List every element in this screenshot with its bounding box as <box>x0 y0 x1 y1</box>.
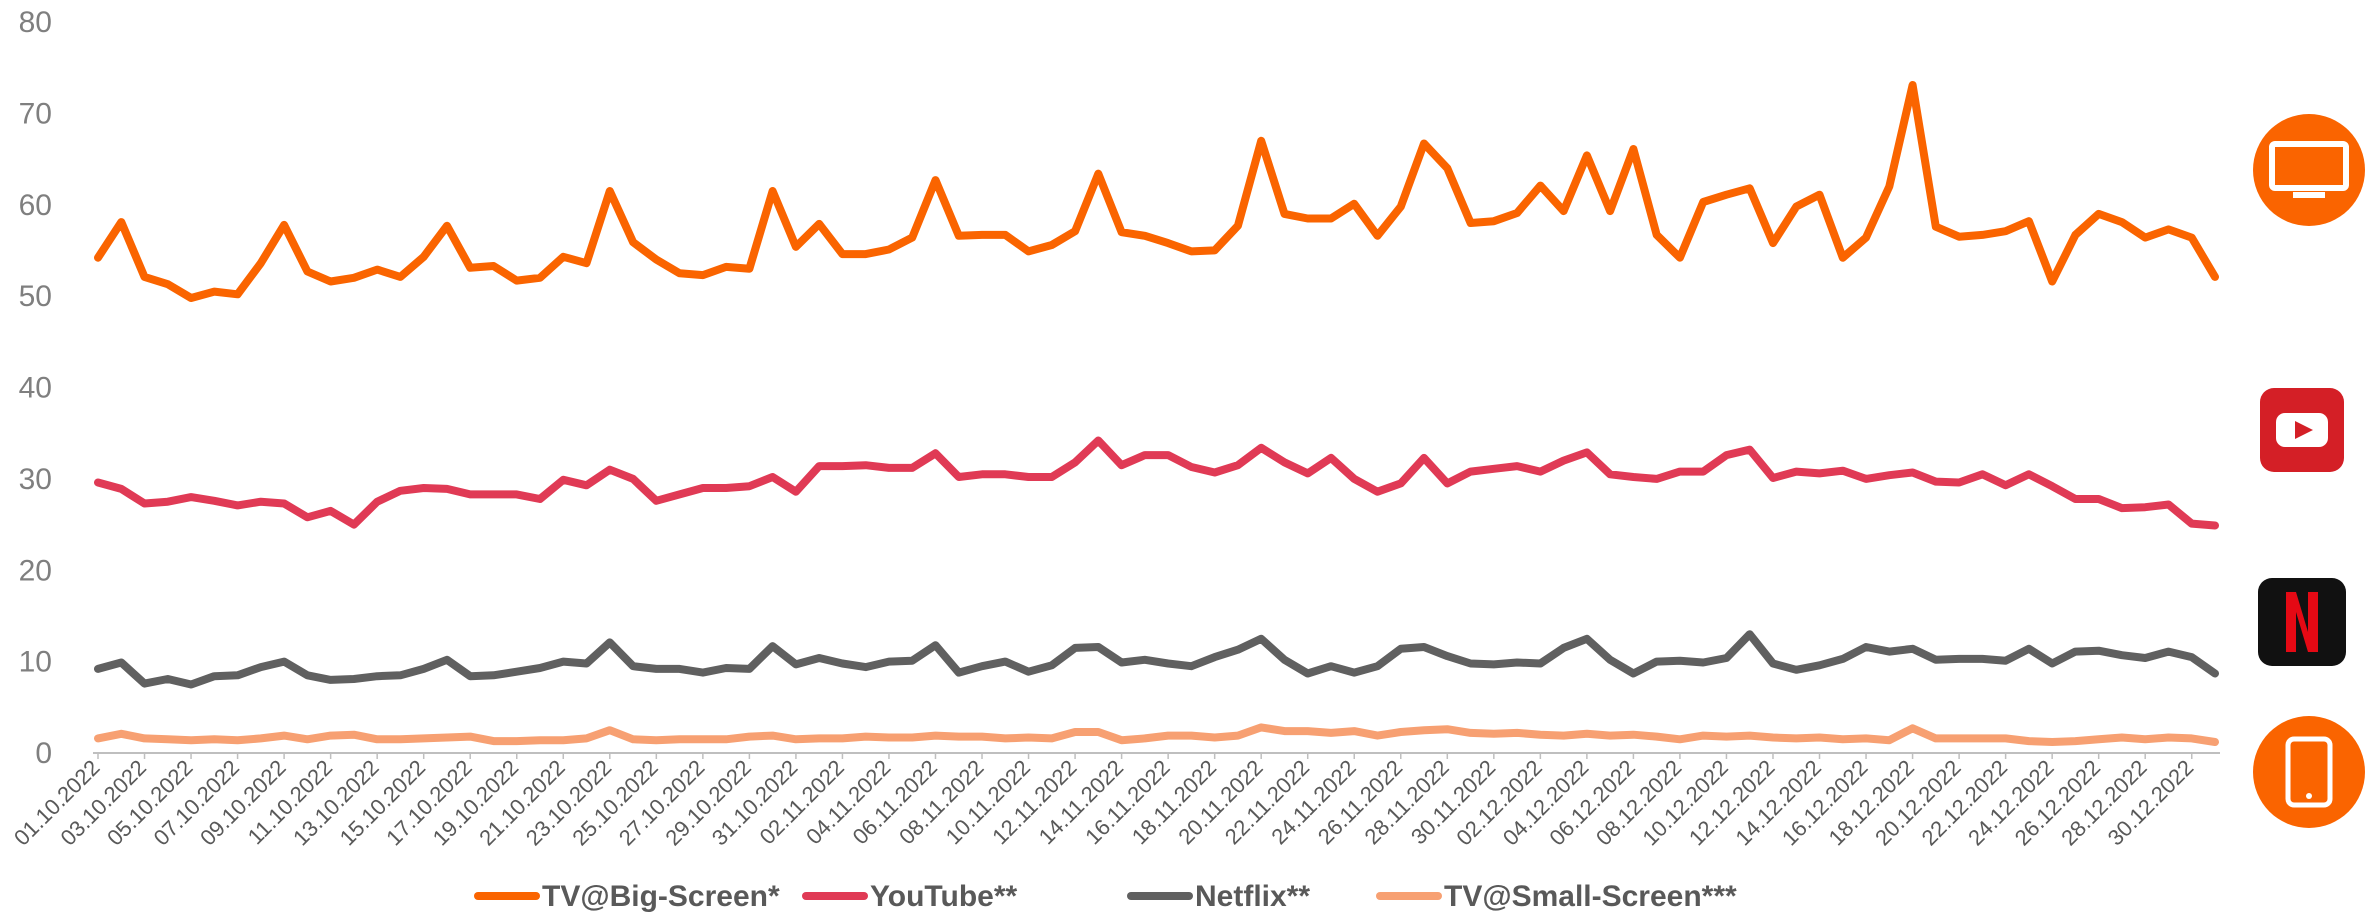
series-line-1 <box>94 81 2219 302</box>
tablet-icon <box>2253 716 2365 828</box>
tv-icon <box>2253 114 2365 226</box>
series-layer <box>94 81 2219 746</box>
series-line-2 <box>94 436 2219 530</box>
y-tick-label: 50 <box>19 280 52 313</box>
legend-label: YouTube** <box>870 880 1018 913</box>
y-axis: 0 10 20 30 40 50 60 70 80 <box>19 6 52 770</box>
y-tick-label: 70 <box>19 97 52 130</box>
series-line-3 <box>94 630 2219 689</box>
series-line-4 <box>94 723 2219 746</box>
y-tick-label: 0 <box>35 737 52 770</box>
youtube-icon <box>2260 388 2344 472</box>
y-tick-label: 30 <box>19 463 52 496</box>
y-tick-label: 20 <box>19 554 52 587</box>
y-tick-label: 10 <box>19 646 52 679</box>
y-tick-label: 80 <box>19 6 52 39</box>
netflix-icon <box>2258 578 2346 666</box>
legend: TV@Big-Screen* YouTube** Netflix** TV@Small… <box>474 880 1737 913</box>
y-tick-label: 40 <box>19 372 52 405</box>
legend-label: TV@Big-Screen* <box>542 880 780 913</box>
legend-label: Netflix** <box>1195 880 1310 913</box>
y-tick-label: 60 <box>19 189 52 222</box>
legend-label: TV@Small-Screen*** <box>1444 880 1737 913</box>
x-axis: 01.10.202203.10.202205.10.202207.10.2022… <box>9 753 2198 850</box>
